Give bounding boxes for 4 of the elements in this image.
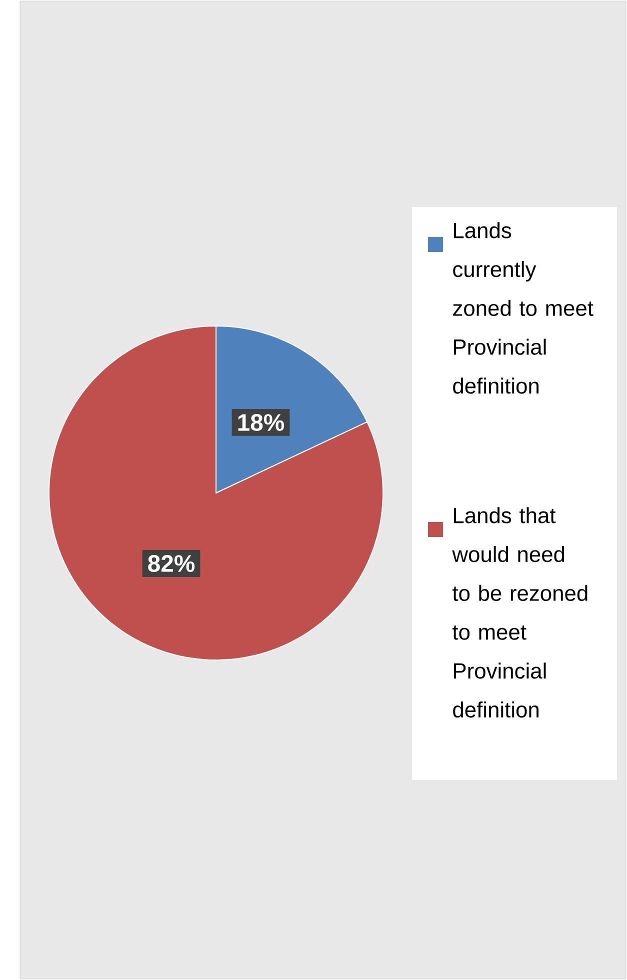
data-label: 18%	[238, 414, 284, 431]
legend-label: Lands currently zoned to meet Provincial definition	[453, 222, 594, 394]
legend-label: Lands that would need to be rezoned to meet Provincial definition	[452, 507, 588, 718]
data-label: 82%	[148, 555, 195, 572]
